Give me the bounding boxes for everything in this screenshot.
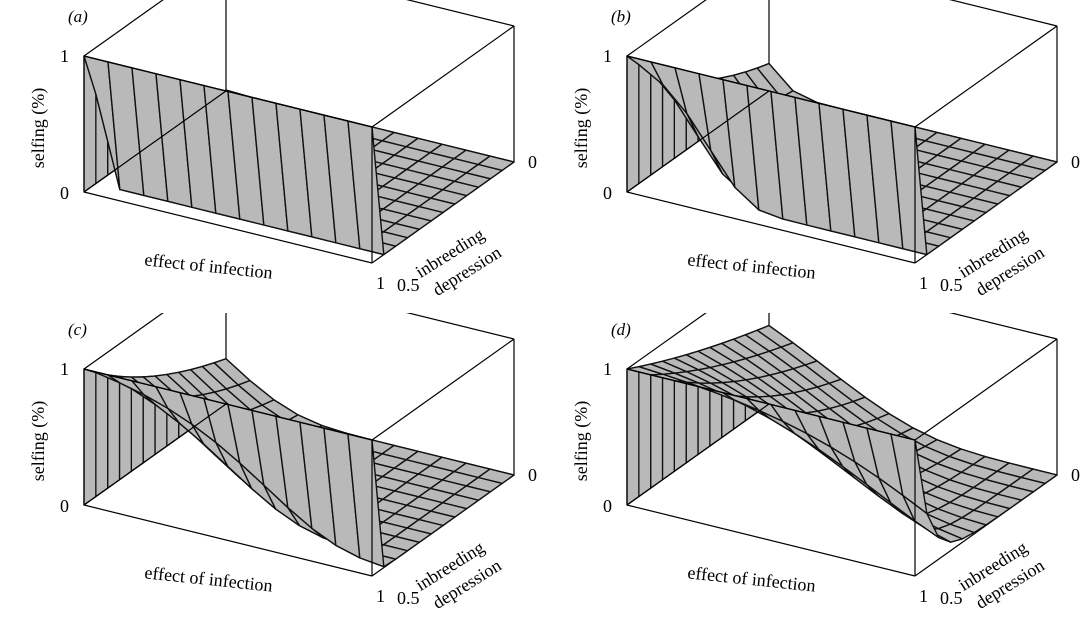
x-axis-label: effect of infection [687, 562, 817, 595]
surface-panel-d: (d) selfing (%) 1 0 effect of infection 1 0 0.5… [571, 313, 1080, 613]
box-edge-front-top [83, 368, 373, 441]
box-edge-back-top [406, 0, 515, 27]
surface-skirt-left [626, 366, 640, 506]
y-tick-start: 0 [528, 465, 537, 485]
z-tick-bottom: 0 [603, 496, 612, 516]
box-edge-right-top [914, 25, 1058, 128]
z-axis-label: selfing (%) [28, 88, 49, 168]
surface-skirt-left [626, 55, 640, 193]
x-tick-end: 1 [919, 586, 928, 606]
y-tick-end: 0.5 [940, 588, 963, 608]
box-edge-left-bottom [83, 403, 227, 506]
x-axis-label: effect of infection [144, 562, 274, 595]
y-tick-end: 0.5 [940, 275, 963, 295]
surface-skirt-left [107, 374, 121, 489]
x-axis-label: effect of infection [144, 249, 274, 282]
z-tick-top: 1 [60, 46, 69, 66]
surface-skirt-left [95, 371, 109, 498]
panel-label: (b) [611, 7, 631, 26]
box-edge-front-bottom [626, 191, 916, 264]
box-edge-left-top [83, 0, 164, 57]
z-tick-bottom: 0 [60, 496, 69, 516]
box-edge-front-bottom [83, 504, 373, 577]
x-tick-end: 1 [376, 273, 385, 293]
panel-label: (a) [68, 7, 88, 26]
surface-mesh [83, 358, 515, 568]
z-tick-top: 1 [603, 46, 612, 66]
box-front-edges [83, 0, 515, 264]
box-edge-left-bottom [626, 403, 770, 506]
box-front-edges [626, 313, 1058, 577]
box-edge-front-top [626, 368, 916, 441]
surface-mesh [626, 324, 1058, 543]
box-edge-front-top [626, 55, 916, 128]
surface-panel-b: (b) selfing (%) 1 0 effect of infection 1 0 0.5… [571, 0, 1080, 300]
box-front-edges [626, 0, 1058, 264]
panel-label: (c) [68, 320, 87, 339]
box-edge-back-top [949, 313, 1058, 340]
panel-label: (d) [611, 320, 631, 339]
box-edge-back-top [949, 0, 1058, 27]
z-tick-bottom: 0 [60, 183, 69, 203]
surface-panel-a: (a) selfing (%) 1 0 effect of infection 1 0 0.5… [28, 0, 537, 300]
box-edge-left-bottom [83, 90, 227, 193]
surface-skirt-left [83, 368, 97, 506]
y-tick-end: 0.5 [397, 275, 420, 295]
box-edge-left-top [626, 313, 707, 370]
box-edge-back-top [406, 313, 515, 340]
surface-mesh [83, 55, 515, 256]
y-tick-start: 0 [1071, 465, 1080, 485]
x-tick-end: 1 [376, 586, 385, 606]
x-axis-label: effect of infection [687, 249, 817, 282]
surface-skirt-left [638, 363, 652, 498]
surface-skirt-left [638, 63, 652, 185]
y-tick-end: 0.5 [397, 588, 420, 608]
z-tick-top: 1 [603, 359, 612, 379]
z-tick-top: 1 [60, 359, 69, 379]
surface-skirt-left [650, 360, 664, 489]
box-edge-right-top [914, 338, 1058, 441]
box-edge-front-bottom [626, 504, 916, 577]
box-edge-left-top [83, 313, 164, 370]
box-front-edges [83, 313, 515, 577]
z-tick-bottom: 0 [603, 183, 612, 203]
surface-skirt-left [118, 375, 132, 481]
z-axis-label: selfing (%) [571, 401, 592, 481]
box-edge-left-top [626, 0, 707, 57]
y-tick-start: 0 [1071, 152, 1080, 172]
z-axis-label: selfing (%) [571, 88, 592, 168]
surface-skirt-left [650, 70, 664, 176]
surface-panel-c: (c) selfing (%) 1 0 effect of infection 1 0 0.5… [28, 313, 537, 613]
z-axis-label: selfing (%) [28, 401, 49, 481]
surface-mesh [626, 55, 1058, 256]
box-edge-right-top [371, 338, 515, 441]
y-tick-start: 0 [528, 152, 537, 172]
box-edge-front-top [83, 55, 373, 128]
box-edge-front-bottom [83, 191, 373, 264]
box-edge-left-bottom [626, 90, 770, 193]
box-edge-right-top [371, 25, 515, 128]
x-tick-end: 1 [919, 273, 928, 293]
